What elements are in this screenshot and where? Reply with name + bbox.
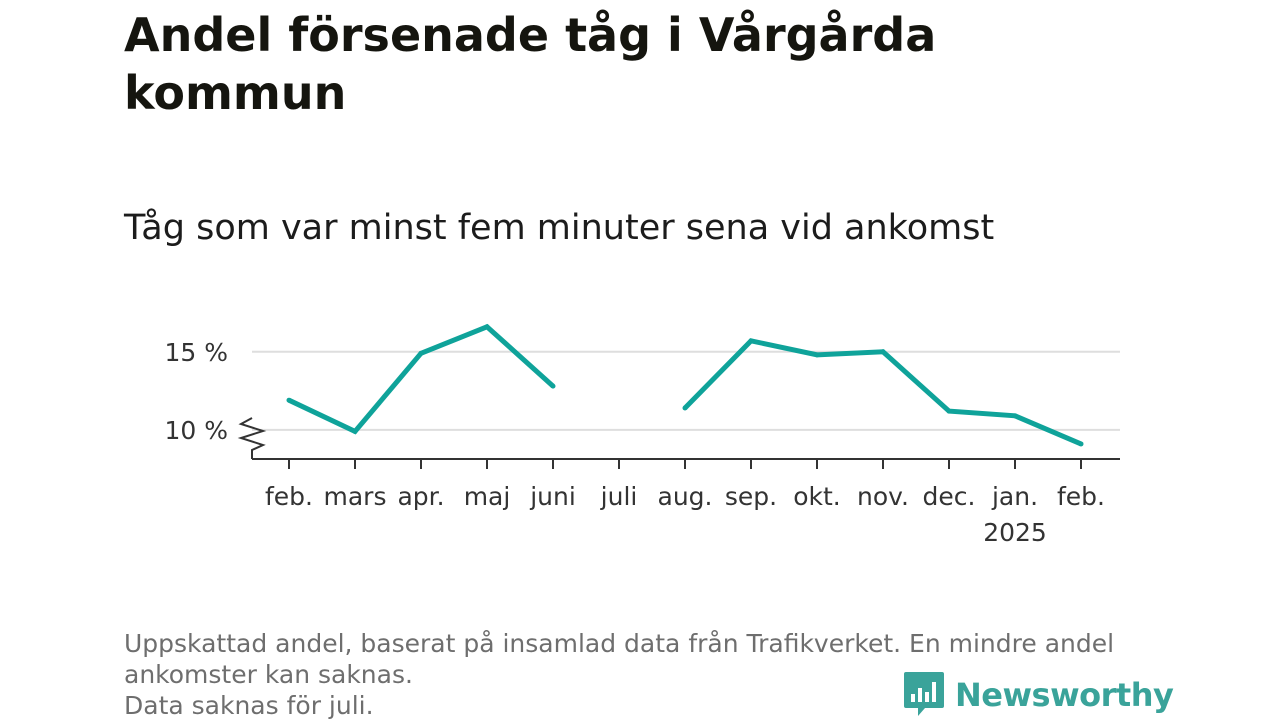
axes [237, 417, 1120, 469]
y-axis-break [237, 417, 267, 459]
series-line [287, 323, 555, 435]
x-tick-label: maj [464, 482, 511, 511]
x-tick-label: jan. [991, 482, 1038, 511]
data-point [814, 352, 820, 358]
x-year-label: 2025 [983, 518, 1047, 547]
footnote-line-1: Uppskattad andel, baserat på insamlad da… [124, 629, 1115, 658]
x-tick-label: feb. [265, 482, 313, 511]
newsworthy-logo-icon [904, 672, 944, 716]
data-point [748, 338, 754, 344]
footnote-line-3: Data saknas för juli. [124, 691, 374, 720]
x-tick-label: aug. [658, 482, 713, 511]
data-point [880, 349, 886, 355]
data-point [1012, 413, 1018, 419]
data-point [286, 397, 292, 403]
data-point [946, 408, 952, 414]
data-point [352, 428, 358, 434]
newsworthy-logo: Newsworthy [903, 670, 1174, 720]
x-tick-label: dec. [923, 482, 976, 511]
data-point [418, 350, 424, 356]
newsworthy-logo-text: Newsworthy [955, 676, 1174, 714]
series-line [683, 338, 1082, 447]
chart-subtitle: Tåg som var minst fem minuter sena vid a… [124, 208, 995, 248]
x-tick-label: mars [324, 482, 387, 511]
x-tick-label: nov. [857, 482, 909, 511]
data-point [1078, 441, 1084, 447]
y-tick-label: 15 % [164, 338, 228, 367]
tick-labels: 10 % 15 % feb. mars apr. maj juni juli aug. sep. o… [164, 338, 1105, 547]
x-tick-label: okt. [793, 482, 841, 511]
grid-lines [252, 350, 1120, 431]
x-tick-label: apr. [397, 482, 444, 511]
footnote: Uppskattad andel, baserat på insamlad da… [124, 628, 1184, 720]
footnote-line-2: ankomster kan saknas. [124, 660, 413, 689]
y-tick-label: 10 % [164, 416, 228, 445]
data-point [484, 324, 490, 330]
x-tick-label: juni [529, 482, 576, 511]
x-tick-label: juli [600, 482, 638, 511]
data-point [550, 383, 556, 389]
series [286, 323, 1084, 447]
x-tick-label: feb. [1057, 482, 1105, 511]
chart-title: Andel försenade tåg i Vårgårda kommun [124, 8, 937, 120]
x-tick-label: sep. [725, 482, 777, 511]
data-point [682, 405, 688, 411]
